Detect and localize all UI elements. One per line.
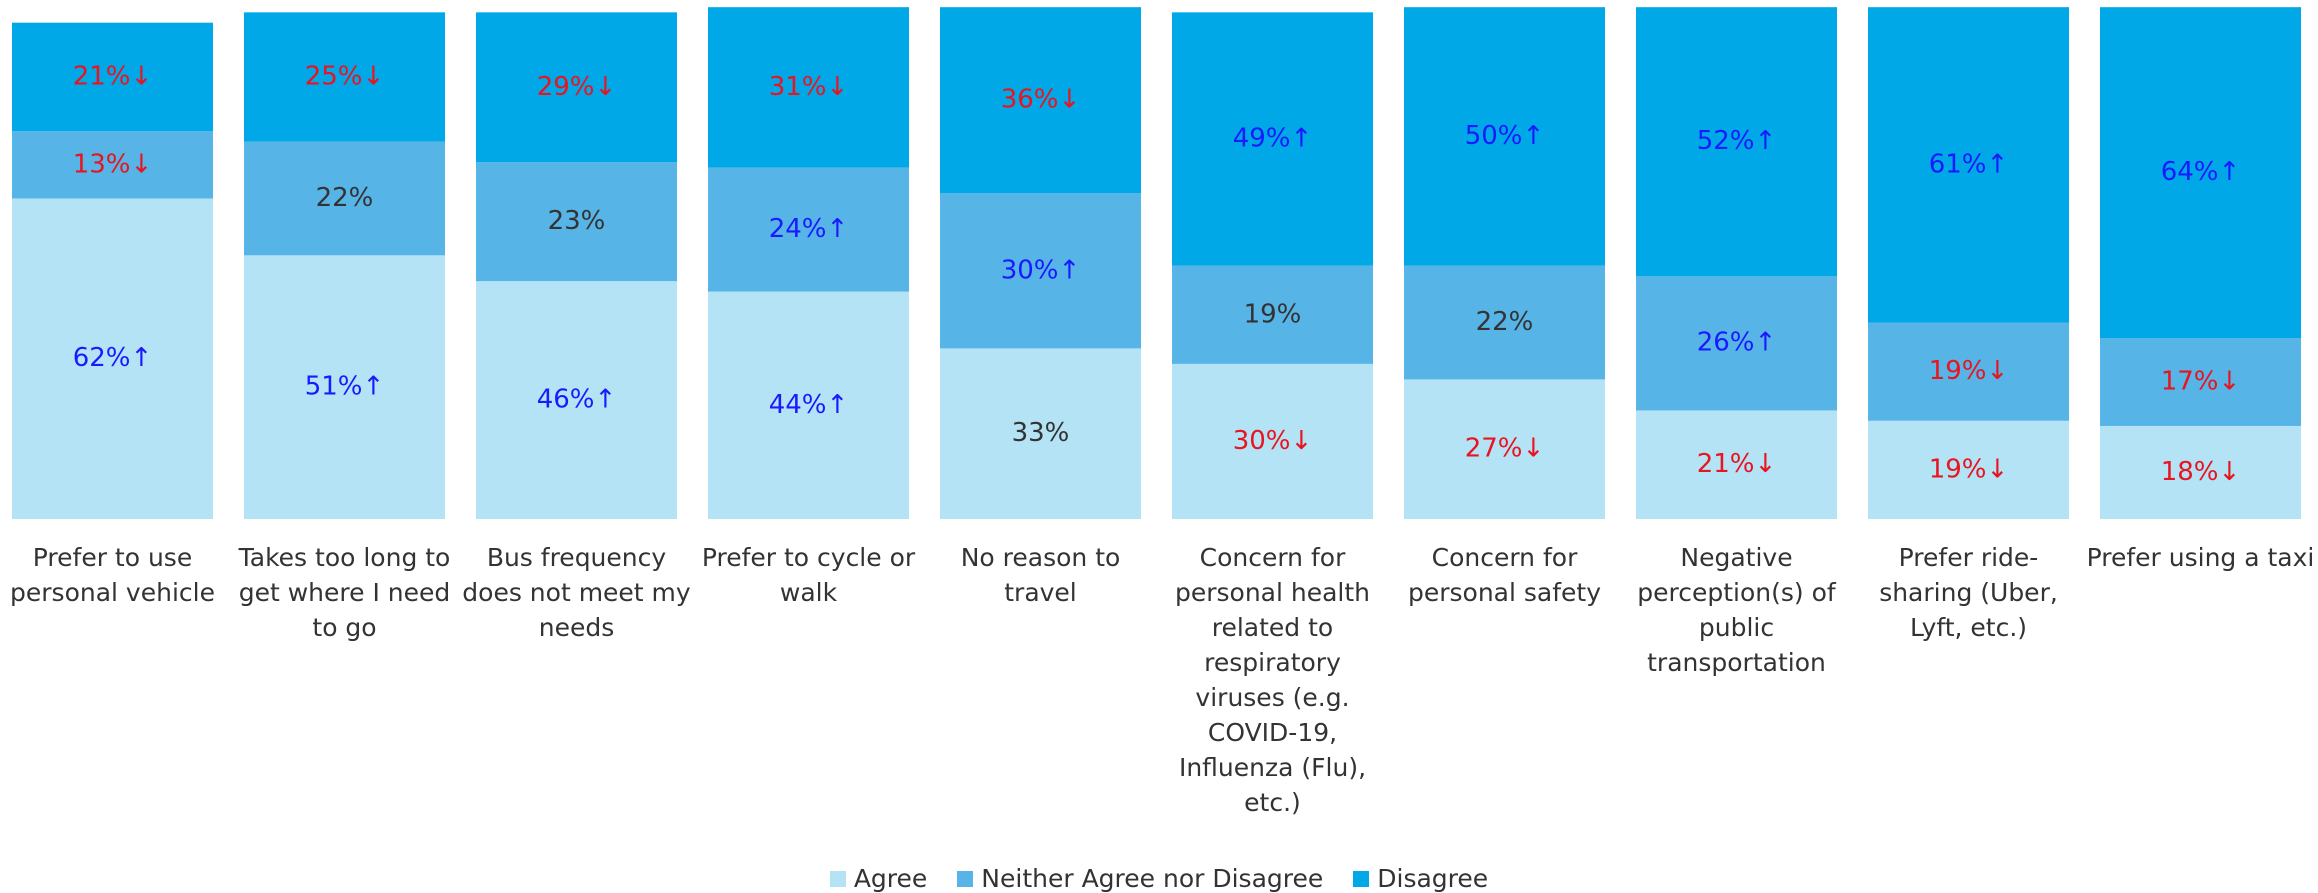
x-tick-label: Prefer ride-sharing (Uber, Lyft, etc.): [1879, 543, 2058, 642]
bar-segment: [1404, 379, 1605, 519]
data-label: 62%↑: [73, 343, 153, 373]
data-label: 64%↑: [2161, 157, 2241, 187]
bar-segment: [1172, 265, 1373, 364]
data-label: 25%↓: [305, 61, 385, 91]
bar-segment: [708, 167, 909, 292]
legend-item: Neither Agree nor Disagree: [957, 864, 1323, 893]
bar-segment: [708, 291, 909, 519]
data-label: 50%↑: [1465, 121, 1545, 151]
bar-segment: [476, 162, 677, 282]
bar-segment: [1404, 7, 1605, 266]
legend: Agree Neither Agree nor Disagree Disagree: [0, 864, 2318, 893]
data-label: 23%: [548, 206, 606, 236]
legend-label: Agree: [853, 864, 928, 893]
bar-segment: [940, 193, 1141, 349]
data-label: 30%↓: [1233, 426, 1313, 456]
data-label: 44%↑: [769, 390, 849, 420]
legend-label: Neither Agree nor Disagree: [981, 864, 1324, 893]
legend-swatch: [829, 870, 846, 887]
bar-segment: [1404, 265, 1605, 380]
bar-segment: [1172, 12, 1373, 266]
data-label: 21%↓: [1697, 449, 1777, 479]
data-label: 21%↓: [73, 61, 153, 91]
x-tick-label: Prefer to cycle or walk: [701, 543, 916, 607]
data-label: 22%: [1476, 307, 1534, 337]
bar-segment: [940, 7, 1141, 194]
bar-segment: [12, 131, 213, 199]
x-tick-label: Concern for personal safety: [1407, 543, 1602, 607]
data-label: 30%↑: [1001, 255, 1081, 285]
bar-segment: [1868, 322, 2069, 421]
x-tick-label: Concern for personal health related to r…: [1174, 543, 1371, 817]
x-tick-label: Negative perception(s) of public transpo…: [1637, 543, 1836, 677]
data-label: 26%↑: [1697, 328, 1777, 358]
data-label: 19%: [1244, 299, 1302, 329]
data-label: 31%↓: [769, 72, 849, 102]
plot: 62%↑ 13%↓ 21%↓ 51%↑ 22% 25%↓ 46%↑ 23% 29%↓ 44%↑ 24…: [12, 7, 2301, 519]
x-tick-label: Prefer to use personal vehicle: [10, 543, 215, 607]
data-label: 19%↓: [1929, 356, 2009, 386]
x-tick-label: Bus frequency does not meet my needs: [462, 543, 691, 642]
data-label: 13%↓: [73, 149, 153, 179]
bar-segment: [708, 7, 909, 168]
data-label: 22%: [316, 183, 374, 213]
data-label: 18%↓: [2161, 457, 2241, 487]
bar-segment: [244, 12, 445, 142]
legend-swatch: [1353, 870, 1370, 887]
data-label: 19%↓: [1929, 454, 2009, 484]
data-label: 24%↑: [769, 214, 849, 244]
data-label: 36%↓: [1001, 85, 1081, 115]
bar-segment: [476, 12, 677, 163]
x-tick-label: Takes too long to get where I need to go: [238, 543, 451, 642]
data-label: 17%↓: [2161, 366, 2241, 396]
data-label: 49%↑: [1233, 124, 1313, 154]
data-label: 51%↑: [305, 372, 385, 402]
legend-item: Agree: [829, 864, 928, 893]
legend-swatch: [957, 870, 974, 887]
bar-segment: [12, 22, 213, 132]
data-label: 33%: [1012, 418, 1070, 448]
bar-segment: [1636, 276, 1837, 411]
bar-segment: [1868, 7, 2069, 323]
data-label: 61%↑: [1929, 149, 2009, 179]
bar-segment: [940, 348, 1141, 519]
data-label: 29%↓: [537, 72, 617, 102]
data-label: 52%↑: [1697, 126, 1777, 156]
bar-segment: [1868, 420, 2069, 519]
bar-segment: [2100, 7, 2301, 339]
x-tick-label: No reason to travel: [960, 543, 1121, 607]
bar-segment: [1636, 7, 1837, 277]
bar-segment: [2100, 425, 2301, 519]
x-tick-label: Prefer using a taxi: [2086, 543, 2315, 572]
bar-segment: [244, 255, 445, 519]
data-label: 46%↑: [537, 385, 617, 415]
bar-segment: [1172, 363, 1373, 519]
bar-segment: [244, 141, 445, 256]
bar-segment: [2100, 338, 2301, 426]
bar-segment: [12, 198, 213, 519]
bar-segment: [1636, 410, 1837, 519]
data-label: 27%↓: [1465, 434, 1545, 464]
legend-item: Disagree: [1353, 864, 1488, 893]
bar-segment: [476, 281, 677, 519]
legend-label: Disagree: [1377, 864, 1489, 893]
